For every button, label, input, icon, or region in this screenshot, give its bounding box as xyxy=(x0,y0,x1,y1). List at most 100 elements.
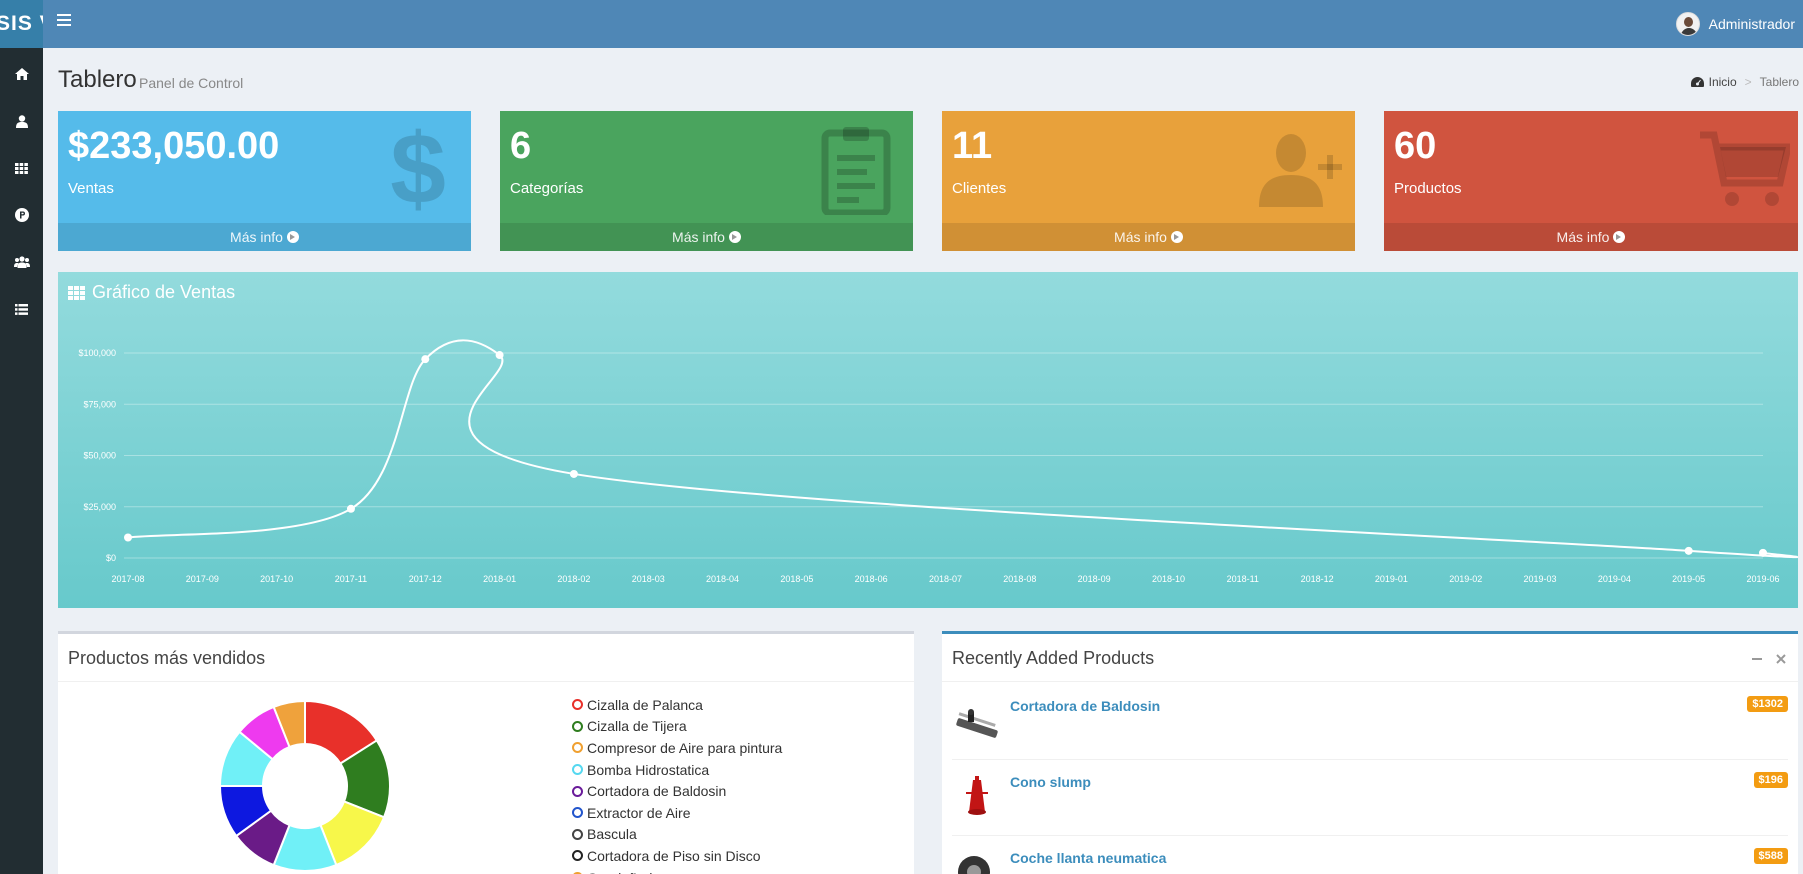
avatar xyxy=(1675,12,1700,36)
divider xyxy=(58,681,914,682)
stat-value: 11 xyxy=(952,125,993,167)
stat-box-categorias: 6 Categorías Más info xyxy=(500,111,913,251)
close-icon xyxy=(1776,654,1786,664)
more-info-label: Más info xyxy=(1114,229,1167,245)
legend-label: Compresor de Aire para pintura xyxy=(587,739,783,756)
product-name-link[interactable]: Cono slump xyxy=(1010,774,1091,790)
more-info-label: Más info xyxy=(230,229,283,245)
breadcrumb-home-label: Inicio xyxy=(1708,75,1737,89)
legend-label: Cizalla de Tijera xyxy=(587,718,687,735)
legend-label: Cizalla de Palanca xyxy=(587,696,703,713)
x-tick-label: 2019-05 xyxy=(1672,574,1705,584)
legend-circle-icon xyxy=(572,720,583,732)
x-tick-label: 2019-03 xyxy=(1524,574,1557,584)
legend-circle-icon xyxy=(572,828,583,840)
product-name-link[interactable]: Cortadora de Baldosin xyxy=(1010,698,1161,714)
more-info-link[interactable]: Más info xyxy=(58,223,471,251)
x-tick-label: 2017-12 xyxy=(409,574,442,584)
legend-circle-icon xyxy=(572,850,583,862)
x-tick-label: 2019-04 xyxy=(1598,574,1631,584)
sales-line-chart: $0 $25,000 $50,000 $75,000 $100,000 2017-08 20… xyxy=(78,339,1798,584)
stat-label: Clientes xyxy=(952,180,1007,197)
y-tick-label: $50,000 xyxy=(83,451,116,461)
legend-circle-icon xyxy=(572,785,583,797)
legend-item: Extractor de Aire xyxy=(572,802,782,824)
arrow-circle-right-icon xyxy=(286,231,299,243)
product-item: Cono slump $196 xyxy=(952,760,1788,836)
page-title: Tablero xyxy=(58,66,137,93)
arrow-circle-right-icon xyxy=(728,231,741,243)
users-icon xyxy=(13,256,30,268)
p-circle-icon xyxy=(14,208,29,222)
legend-item: Bomba Hidrostatica xyxy=(572,759,782,781)
app-logo[interactable]: SIS V xyxy=(0,0,43,48)
legend-circle-icon xyxy=(572,742,583,754)
x-tick-label: 2018-01 xyxy=(483,574,516,584)
more-info-link[interactable]: Más info xyxy=(500,223,913,251)
box-title: Productos más vendidos xyxy=(68,648,266,668)
page-subtitle: Panel de Control xyxy=(139,75,244,91)
legend-item: Bascula xyxy=(572,824,782,846)
x-tick-label: 2017-09 xyxy=(186,574,219,584)
x-tick-label: 2018-05 xyxy=(780,574,813,584)
box-title: Recently Added Products xyxy=(952,648,1155,668)
more-info-link[interactable]: Más info xyxy=(942,223,1355,251)
x-tick-label: 2018-09 xyxy=(1078,574,1111,584)
collapse-button[interactable] xyxy=(1750,652,1764,666)
product-name-link[interactable]: Coche llanta neumatica xyxy=(1010,850,1167,866)
slump-cone-thumbnail xyxy=(966,776,988,815)
y-tick-label: $75,000 xyxy=(83,399,116,409)
home-icon xyxy=(14,68,29,80)
sidebar-toggle-icon[interactable] xyxy=(57,14,71,28)
top-navbar: Administrador xyxy=(43,0,1803,48)
legend-circle-icon xyxy=(572,764,583,776)
divider xyxy=(942,681,1798,682)
user-add-icon xyxy=(1259,134,1342,207)
arrow-circle-right-icon xyxy=(1170,231,1183,243)
sidebar-item-list[interactable] xyxy=(0,293,43,325)
sidebar-item-p[interactable] xyxy=(0,199,43,231)
sidebar-item-home[interactable] xyxy=(0,58,43,90)
x-tick-label: 2019-06 xyxy=(1746,574,1779,584)
dollar-icon: $ xyxy=(390,125,446,215)
data-point xyxy=(1684,546,1693,555)
x-tick-label: 2018-07 xyxy=(929,574,962,584)
remove-button[interactable] xyxy=(1774,652,1788,666)
data-point xyxy=(1759,548,1767,557)
product-item: Coche llanta neumatica $588 xyxy=(952,836,1788,874)
legend-label: Guadañadora xyxy=(587,870,673,874)
more-info-link[interactable]: Más info xyxy=(1384,223,1798,251)
stat-value: 60 xyxy=(1394,125,1437,167)
sidebar-item-users[interactable] xyxy=(0,105,43,137)
list-icon xyxy=(15,303,28,315)
user-icon xyxy=(15,114,28,128)
user-menu[interactable]: Administrador xyxy=(1675,0,1803,48)
top-products-donut-chart xyxy=(218,699,391,872)
clipboard-icon xyxy=(821,127,891,215)
stat-box-productos: 60 Productos Más info xyxy=(1384,111,1798,251)
x-tick-label: 2018-08 xyxy=(1003,574,1036,584)
breadcrumb: Inicio > Tablero xyxy=(1690,75,1799,89)
wheelbarrow-thumbnail xyxy=(958,856,990,874)
legend-label: Bascula xyxy=(587,826,637,843)
y-tick-label: $25,000 xyxy=(83,502,116,512)
stat-value: 6 xyxy=(510,125,532,167)
x-tick-label: 2018-06 xyxy=(855,574,888,584)
breadcrumb-home[interactable]: Inicio xyxy=(1690,75,1737,89)
x-tick-label: 2018-11 xyxy=(1227,574,1259,584)
product-item: Cortadora de Baldosin $1302 xyxy=(952,684,1788,760)
x-tick-label: 2018-12 xyxy=(1301,574,1334,584)
x-tick-label: 2018-04 xyxy=(706,574,739,584)
legend-item: Cortadora de Baldosin xyxy=(572,780,782,802)
stat-box-clientes: 11 Clientes Más info xyxy=(942,111,1355,251)
stat-label: Productos xyxy=(1394,180,1462,197)
box-tools xyxy=(1750,652,1788,666)
breadcrumb-current: Tablero xyxy=(1759,75,1799,89)
dashboard-icon xyxy=(1690,76,1704,87)
sidebar-item-grid[interactable] xyxy=(0,152,43,184)
grid-icon xyxy=(15,162,28,174)
sidebar-item-groups[interactable] xyxy=(0,246,43,278)
arrow-circle-right-icon xyxy=(1613,231,1626,243)
donut-slice xyxy=(272,699,306,749)
more-info-label: Más info xyxy=(672,229,725,245)
